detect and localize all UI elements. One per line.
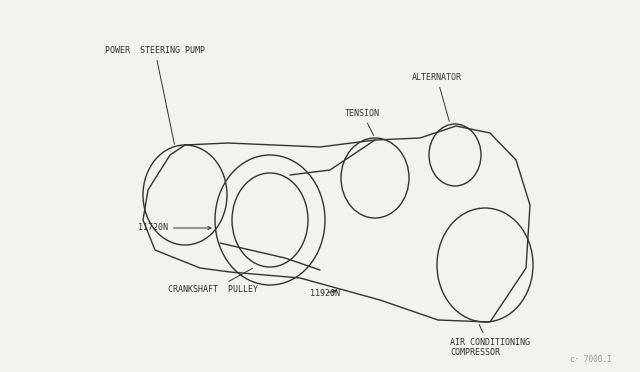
- Text: ALTERNATOR: ALTERNATOR: [412, 73, 462, 121]
- Text: POWER  STEERING PUMP: POWER STEERING PUMP: [105, 46, 205, 144]
- Text: TENSION: TENSION: [345, 109, 380, 135]
- Text: CRANKSHAFT  PULLEY: CRANKSHAFT PULLEY: [168, 268, 258, 295]
- Text: AIR CONDITIONING
COMPRESSOR: AIR CONDITIONING COMPRESSOR: [450, 324, 530, 357]
- Text: c· 7000.I: c· 7000.I: [570, 355, 612, 364]
- Text: 11720N: 11720N: [138, 224, 211, 232]
- Text: 11920N: 11920N: [310, 289, 340, 298]
